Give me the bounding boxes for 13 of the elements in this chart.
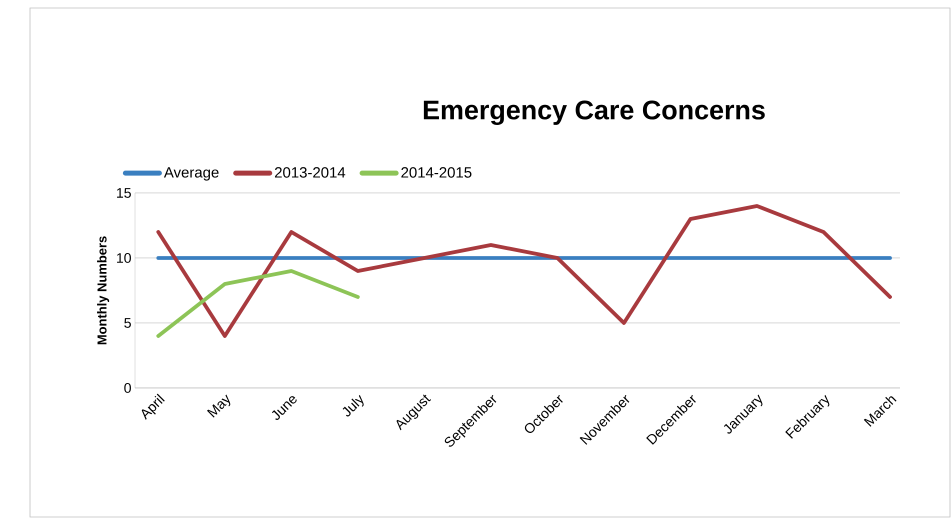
legend-label: 2014-2015 bbox=[401, 167, 472, 178]
y-tick-label: 5 bbox=[124, 318, 131, 328]
x-tick-label: May bbox=[207, 394, 230, 418]
line-series bbox=[156, 269, 360, 338]
legend-label: Average bbox=[164, 167, 219, 181]
y-axis-title: Monthly Numbers bbox=[97, 236, 110, 344]
line-series bbox=[156, 204, 892, 338]
y-tick-label: 0 bbox=[124, 383, 131, 393]
y-tick-label: 15 bbox=[117, 188, 131, 198]
x-tick-label: July bbox=[342, 394, 364, 416]
y-tick-label: 10 bbox=[117, 253, 131, 263]
legend-label: 2013-2014 bbox=[274, 167, 346, 178]
chart-title: Emergency Care Concerns bbox=[424, 100, 765, 125]
